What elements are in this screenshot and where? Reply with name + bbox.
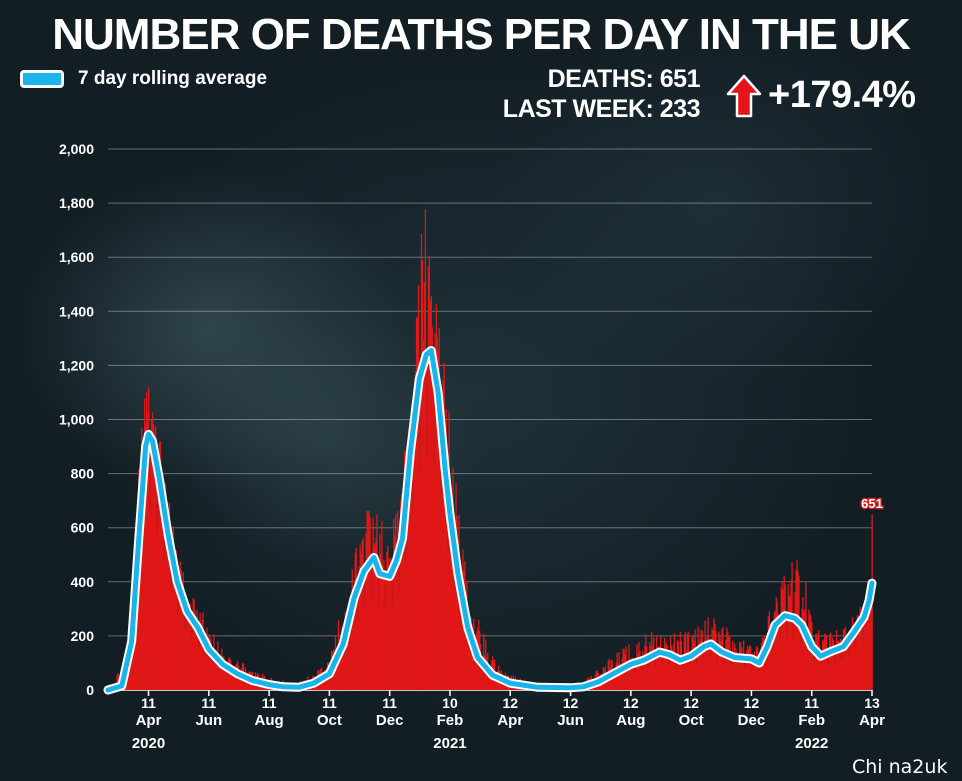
x-tick-month: Feb: [798, 712, 825, 729]
x-tick-day: 12: [502, 695, 518, 711]
average-fill-area: [108, 350, 872, 690]
x-tick-month: Oct: [317, 712, 342, 729]
x-tick-day: 12: [683, 695, 699, 711]
y-tick-label: 800: [71, 466, 95, 482]
page-title: NUMBER OF DEATHS PER DAY IN THE UK: [52, 10, 911, 59]
y-tick-label: 0: [86, 682, 94, 698]
y-tick-label: 200: [71, 628, 95, 644]
legend-label: 7 day rolling average: [78, 68, 268, 89]
x-tick-day: 11: [322, 695, 337, 711]
average-line-outline: [103, 346, 877, 695]
y-tick-label: 1,600: [59, 249, 94, 265]
y-tick-label: 2,000: [59, 141, 94, 157]
x-tick-year: 2021: [433, 735, 466, 752]
x-tick-year: 2020: [132, 735, 165, 752]
x-tick-month: Dec: [376, 712, 404, 729]
x-tick-month: Aug: [616, 712, 645, 729]
x-tick-month: Apr: [136, 712, 162, 729]
x-tick-month: Oct: [679, 712, 704, 729]
y-tick-label: 400: [71, 574, 95, 590]
y-tick-label: 600: [71, 520, 95, 536]
arrow-up-icon: [726, 74, 762, 118]
legend: 7 day rolling average: [20, 66, 267, 92]
x-tick-month: Jun: [195, 712, 222, 729]
x-tick-day: 11: [201, 695, 216, 711]
x-tick-month: Feb: [437, 712, 464, 729]
x-tick-month: Dec: [738, 712, 766, 729]
x-tick-month: Apr: [859, 712, 885, 729]
x-tick-day: 12: [563, 695, 579, 711]
y-tick-label: 1,200: [59, 357, 94, 373]
x-tick-day: 11: [804, 695, 819, 711]
x-tick-day: 10: [442, 695, 458, 711]
x-tick-month: Aug: [255, 712, 284, 729]
y-tick-label: 1,000: [59, 412, 94, 428]
x-tick-month: Jun: [557, 712, 584, 729]
x-tick-day: 11: [382, 695, 397, 711]
x-tick-day: 13: [864, 695, 880, 711]
x-tick-day: 12: [744, 695, 760, 711]
legend-swatch: [20, 70, 64, 88]
annotation-label: 651: [861, 496, 883, 511]
x-tick-day: 11: [141, 695, 156, 711]
change-percent: +179.4%: [768, 74, 916, 116]
x-tick-day: 11: [262, 695, 277, 711]
daily-bar: [117, 673, 119, 690]
x-tick-year: 2022: [795, 735, 828, 752]
y-tick-label: 1,400: [59, 303, 94, 319]
x-tick-month: Apr: [497, 712, 523, 729]
last-week-stat: LAST WEEK: 233: [502, 95, 701, 123]
deaths-stat: DEATHS: 651: [547, 65, 701, 93]
average-line: [105, 348, 875, 693]
watermark: Chi na2uk: [852, 756, 948, 778]
stats-panel: DEATHS: 651 LAST WEEK: 233: [480, 64, 701, 124]
y-tick-label: 1,800: [59, 195, 94, 211]
x-tick-day: 12: [623, 695, 639, 711]
daily-bar: [116, 674, 118, 690]
